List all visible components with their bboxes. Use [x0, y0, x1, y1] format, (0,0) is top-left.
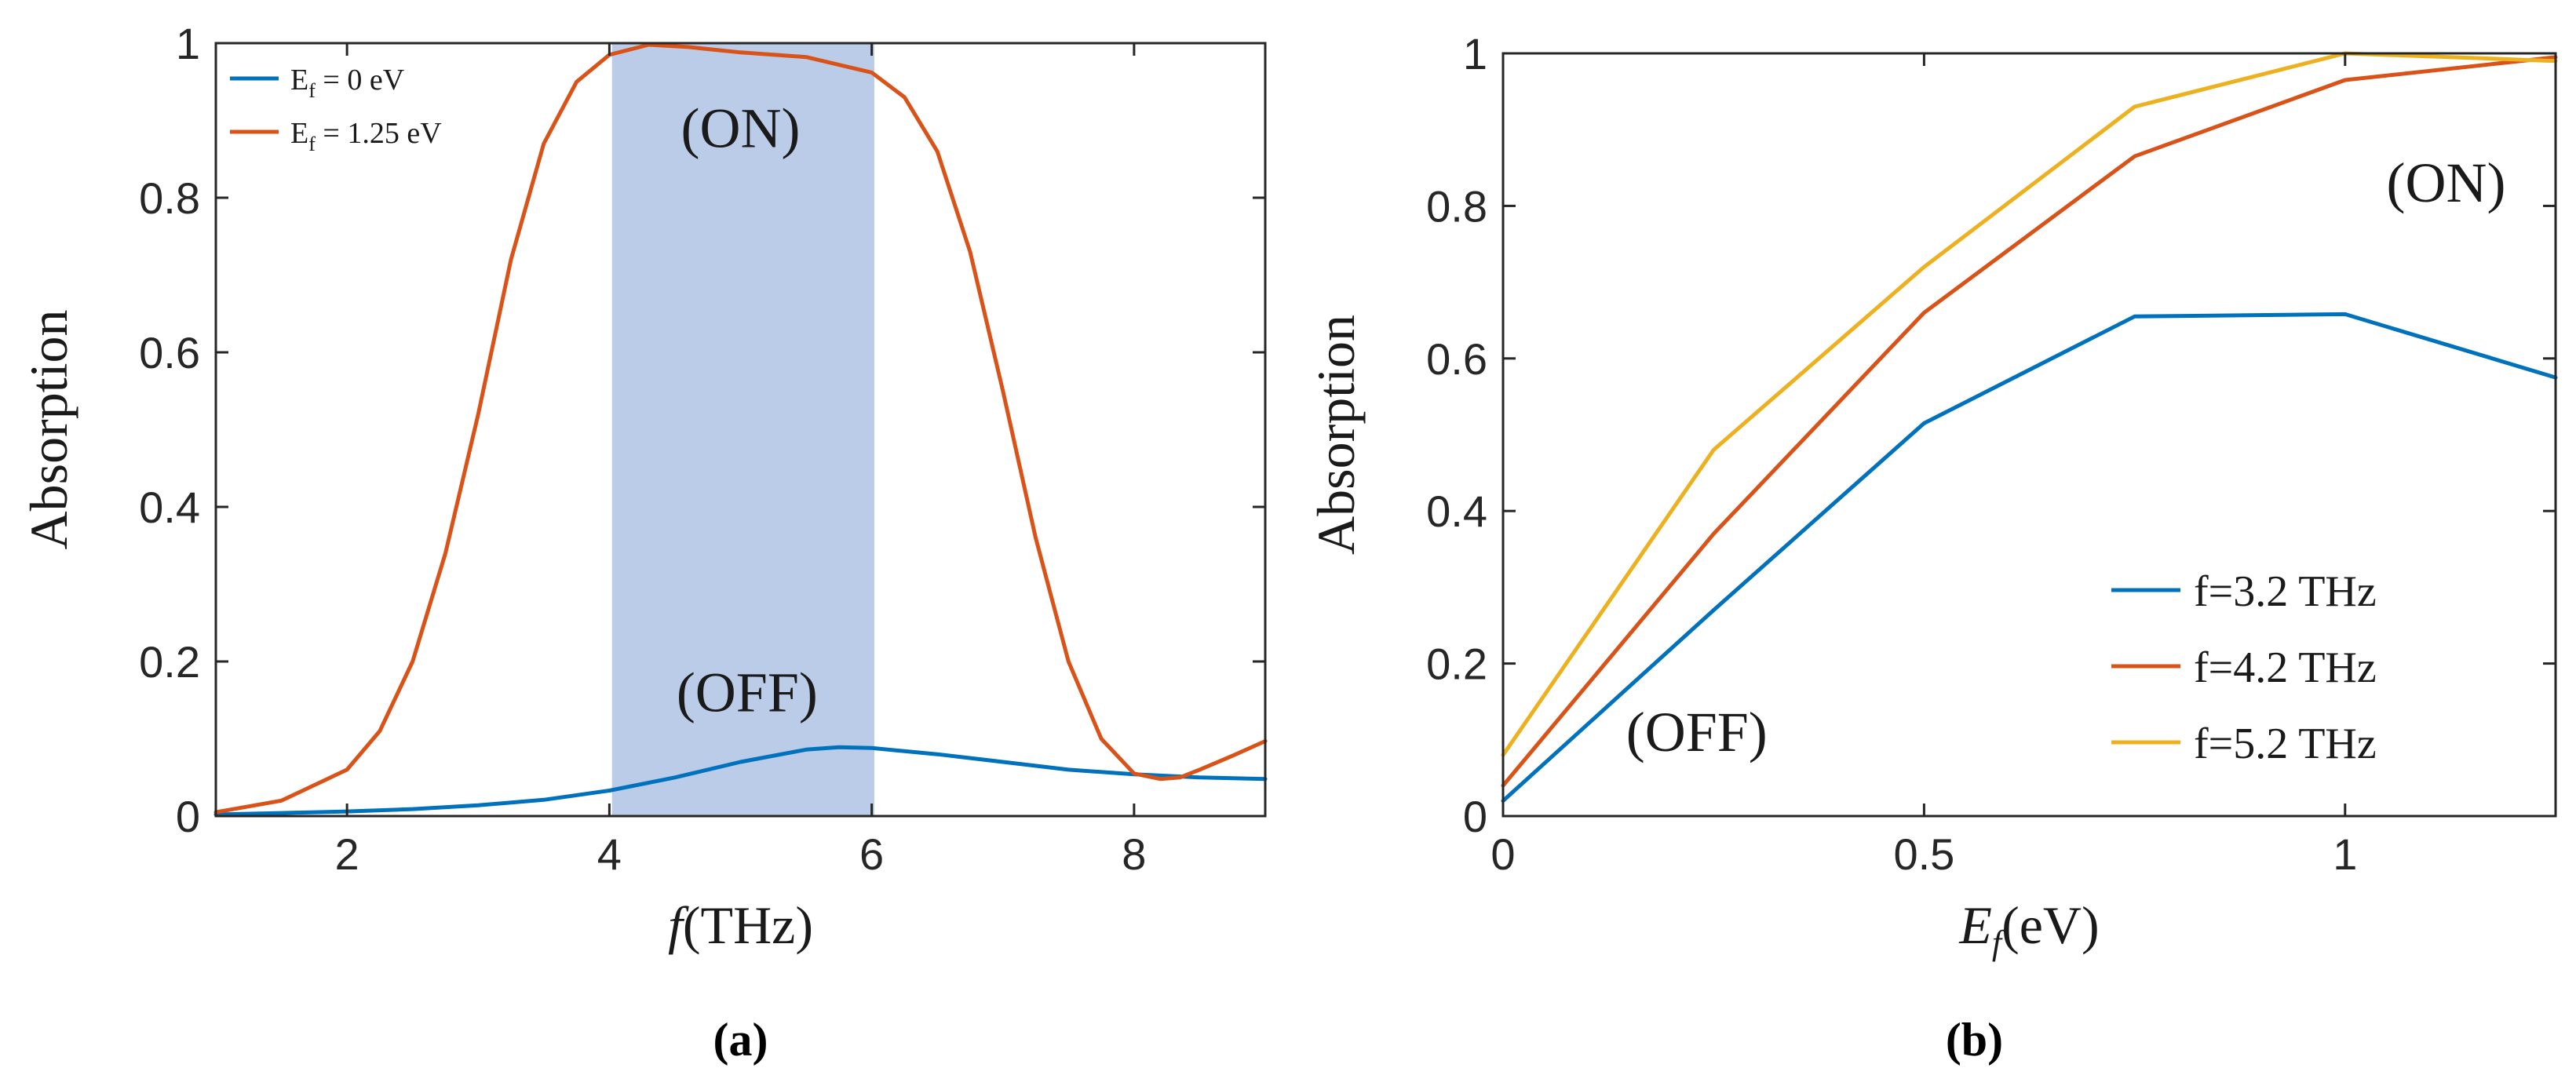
y-tick-label: 0 [1463, 792, 1487, 841]
x-axis-label-unit: (eV) [2001, 895, 2100, 955]
legend-label: Ef = 0 eV [290, 64, 405, 102]
x-tick-label: 8 [1122, 829, 1146, 879]
x-tick-label: 0 [1491, 829, 1515, 879]
axes-box [214, 42, 1267, 818]
annotation-off: (OFF) [1626, 701, 1768, 763]
series-line-a-1 [213, 745, 1268, 817]
panel-caption: (a) [713, 1014, 768, 1066]
x-axis-label: f(THz) [668, 895, 813, 955]
x-tick-label: 0.5 [1893, 829, 1954, 879]
y-tick-label: 1 [176, 19, 200, 68]
chart-panel-a: 2 4 6 800.20.40.60.81Absorptionf(THz)(a)(ON… [19, 19, 1268, 1066]
legend-label-subscript: f [308, 79, 316, 102]
legend-label-main: E [290, 64, 308, 97]
legend-label: f=3.2 THz [2194, 567, 2377, 616]
legend-label-subscript: f [308, 133, 316, 155]
annotation-on: (ON) [681, 97, 801, 159]
series-line-b-1 [1501, 312, 2558, 804]
legend-label: f=5.2 THz [2194, 720, 2377, 768]
series-line-b-3 [1501, 51, 2558, 757]
legend-label-rest: = 0 eV [316, 64, 405, 97]
x-tick-label: 2 [335, 829, 359, 879]
x-axis-label: Ef(eV) [1958, 895, 2099, 962]
y-tick-label: 0.6 [1426, 334, 1487, 384]
y-tick-label: 0.6 [139, 328, 200, 377]
series-line-a-2 [213, 42, 1268, 814]
y-axis-label: Absorption [19, 310, 78, 550]
legend-label-rest: = 1.25 eV [316, 117, 442, 150]
legend-label-main: E [290, 117, 308, 150]
x-axis-label-symbol: E [1958, 895, 1992, 955]
chart-panel-b: 0 0.5 1 0 0.2 0.4 0.6 0.8 1 Absorption Ef(eV) (b) (O… [1306, 29, 2558, 1066]
annotation-off: (OFF) [677, 661, 818, 723]
legend-label: f=4.2 THz [2194, 643, 2377, 692]
series-line-b-2 [1501, 55, 2558, 788]
x-tick-label: 1 [2333, 829, 2357, 879]
panel-caption: (b) [1946, 1014, 2003, 1066]
y-tick-label: 0.4 [1426, 487, 1487, 536]
axes-box [1501, 52, 2557, 818]
y-tick-label: 1 [1463, 29, 1487, 78]
y-tick-label: 0.8 [1426, 181, 1487, 231]
y-axis-label: Absorption [1306, 315, 1366, 555]
x-tick-label: 4 [597, 829, 622, 879]
y-tick-label: 0.4 [139, 483, 200, 532]
y-tick-label: 0.2 [1426, 640, 1487, 689]
y-tick-label: 0.8 [139, 173, 200, 223]
y-tick-label: 0.2 [139, 637, 200, 687]
highlight-band [611, 43, 874, 816]
y-tick-label: 0 [176, 792, 200, 841]
x-tick-label: 6 [859, 829, 884, 879]
legend-label: Ef = 1.25 eV [290, 117, 442, 155]
annotation-on: (ON) [2387, 151, 2506, 214]
x-axis-label-unit: (THz) [683, 895, 813, 955]
